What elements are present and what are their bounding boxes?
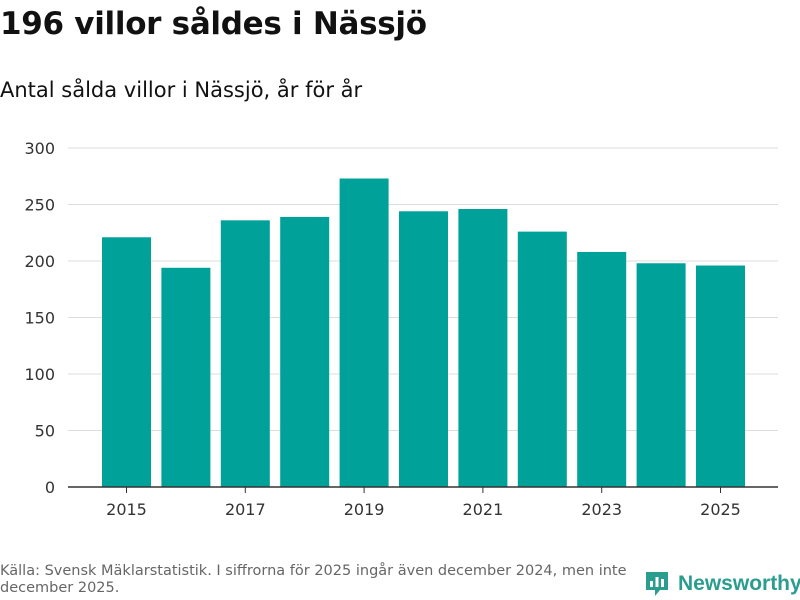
bar-2019 <box>339 178 389 487</box>
x-tick-label: 2021 <box>463 500 504 519</box>
chart-subtitle: Antal sålda villor i Nässjö, år för år <box>0 78 363 102</box>
y-tick-label: 300 <box>24 139 55 158</box>
y-tick-label: 250 <box>24 196 55 215</box>
newsworthy-logo: Newsworthy <box>644 570 800 598</box>
x-tick-label: 2019 <box>344 500 385 519</box>
bar-2021 <box>458 209 508 487</box>
x-tick-label: 2025 <box>700 500 741 519</box>
bar-2018 <box>280 216 330 487</box>
bar-2020 <box>399 211 448 487</box>
y-tick-label: 200 <box>24 252 55 271</box>
bars <box>102 178 745 487</box>
bar-chart: 0 50 100 150 200 250 300 2015 2017 2019 2021 2023 20… <box>24 139 778 519</box>
y-tick-label: 100 <box>24 365 55 384</box>
bar-2017 <box>220 220 270 487</box>
bar-2015 <box>102 237 151 487</box>
bar-2023 <box>577 251 627 487</box>
y-tick-label: 50 <box>35 422 55 441</box>
newsworthy-logo-text: Newsworthy <box>678 572 800 595</box>
bar-2025 <box>696 265 745 487</box>
y-tick-label: 150 <box>24 309 55 328</box>
x-tick-label: 2017 <box>225 500 266 519</box>
x-tick-label: 2023 <box>581 500 622 519</box>
x-tick-label: 2015 <box>106 500 147 519</box>
axes: 0 50 100 150 200 250 300 2015 2017 2019 2021 2023 20… <box>24 139 778 519</box>
bar-2024 <box>636 263 686 487</box>
chart-title: 196 villor såldes i Nässjö <box>0 6 427 42</box>
bar-2022 <box>517 231 567 487</box>
bar-2016 <box>161 267 211 487</box>
source-note: Källa: Svensk Mäklarstatistik. I siffror… <box>0 563 627 596</box>
y-tick-label: 0 <box>45 478 55 497</box>
newsworthy-logo-icon <box>646 572 668 596</box>
